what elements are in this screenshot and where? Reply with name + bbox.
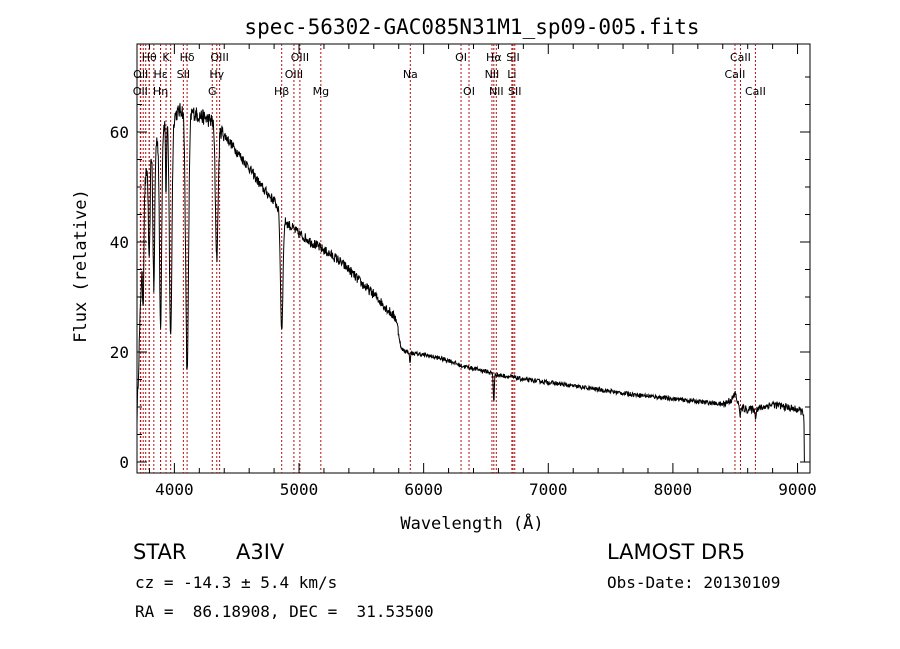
y-tick-label: 60 [110, 123, 129, 142]
survey-name: LAMOST DR5 [607, 540, 746, 564]
line-marker-label: SII [508, 85, 521, 98]
plot-border [136, 43, 811, 474]
line-marker-label: SII [177, 68, 190, 81]
line-marker-label: OII [133, 68, 148, 81]
line-marker-label: OI [463, 85, 475, 98]
plot-frame [136, 43, 811, 474]
x-tick-label: 6000 [404, 480, 443, 499]
y-axis-label: Flux (relative) [71, 189, 91, 343]
line-marker-label: Hδ [180, 51, 195, 64]
x-tick-label: 7000 [529, 480, 568, 499]
x-tick-label: 9000 [778, 480, 817, 499]
redshift-cz: cz = -14.3 ± 5.4 km/s [135, 573, 338, 592]
spectrum-line [136, 103, 805, 463]
line-marker-label: OIII [210, 51, 228, 64]
object-class: STAR [133, 540, 187, 564]
line-marker-label: OI [455, 51, 467, 64]
x-tick-label: 8000 [654, 480, 693, 499]
line-marker-label: NII [485, 68, 500, 81]
line-marker-label: Hγ [209, 68, 224, 81]
line-marker-label: NII [489, 85, 504, 98]
chart-title: spec-56302-GAC085N31M1_sp09-005.fits [244, 15, 699, 39]
line-marker-label: Hβ [274, 85, 289, 98]
line-marker-label: Hη [153, 85, 168, 98]
line-marker-label: OII [133, 85, 148, 98]
line-marker-labels: OII OII Hη Hθ K Hε SII Hδ G Hγ OIII Hβ OIII OIII Mg Na O… [133, 51, 766, 98]
line-marker-label: CaII [745, 85, 766, 98]
x-tick-label: 5000 [280, 480, 319, 499]
line-marker-label: Hθ [142, 51, 157, 64]
line-marker-label: CaII [725, 68, 746, 81]
x-axis-label: Wavelength (Å) [400, 512, 543, 534]
line-marker-label: Li [507, 68, 516, 81]
line-marker-label: G [208, 85, 217, 98]
y-axis: 0 20 40 60 [110, 76, 810, 472]
y-tick-label: 40 [110, 233, 129, 252]
x-tick-label: 4000 [155, 480, 194, 499]
coordinates: RA = 86.18908, DEC = 31.53500 [135, 602, 434, 621]
line-marker-label: OIII [285, 68, 303, 81]
line-marker-label: Mg [313, 85, 329, 98]
line-marker-label: Hα [486, 51, 502, 64]
y-tick-label: 20 [110, 343, 129, 362]
line-marker-label: SII [506, 51, 519, 64]
line-marker-label: Hε [153, 68, 167, 81]
line-marker-label: CaII [730, 51, 751, 64]
y-tick-label: 0 [119, 453, 129, 472]
object-subclass: A3IV [236, 540, 285, 564]
line-markers [139, 44, 756, 473]
line-marker-label: Na [403, 68, 418, 81]
line-marker-label: K [162, 51, 170, 64]
observation-date: Obs-Date: 20130109 [607, 573, 781, 592]
x-axis: 4000 5000 6000 7000 8000 9000 [148, 44, 817, 499]
line-marker-label: OIII [291, 51, 309, 64]
